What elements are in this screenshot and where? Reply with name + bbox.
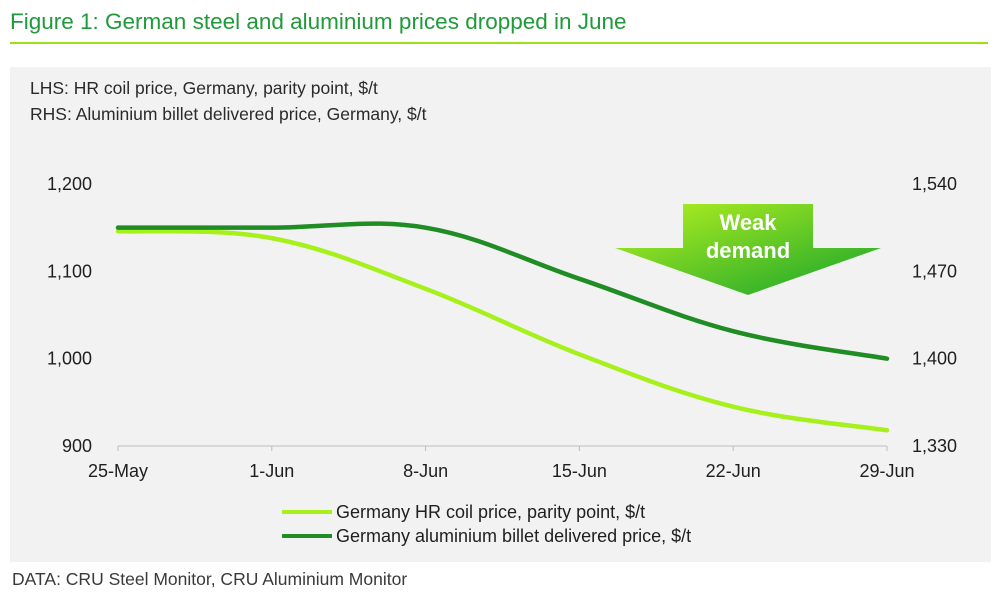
rhs-note: RHS: Aluminium billet delivered price, G…	[30, 104, 427, 124]
annotation-label-line1: Weak	[719, 210, 777, 235]
y-right-tick-label: 1,400	[912, 349, 957, 369]
x-tick-label: 22-Jun	[706, 461, 761, 481]
legend-item-hr-coil: Germany HR coil price, parity point, $/t	[282, 500, 691, 524]
x-tick-label: 25-May	[88, 461, 148, 481]
legend-label-aluminium: Germany aluminium billet delivered price…	[336, 525, 692, 546]
lhs-note: LHS: HR coil price, Germany, parity poin…	[30, 78, 378, 98]
x-tick-label: 8-Jun	[403, 461, 448, 481]
series-group	[115, 221, 890, 433]
legend-item-aluminium: Germany aluminium billet delivered price…	[282, 524, 691, 548]
y-right-tick-label: 1,540	[912, 174, 957, 194]
y-left-tick-label: 1,000	[47, 349, 92, 369]
y-left-tick-label: 1,100	[47, 261, 92, 281]
title-underline	[10, 42, 988, 44]
x-tick-label: 29-Jun	[859, 461, 914, 481]
axes-group: 25-May 1-Jun 8-Jun 15-Jun 22-Jun 29-Jun 900 1,0…	[47, 174, 957, 481]
weak-demand-annotation: Weak demand	[615, 204, 881, 295]
legend-swatch-hr-coil	[282, 510, 332, 514]
series-line-aluminium	[115, 221, 890, 361]
data-source: DATA: CRU Steel Monitor, CRU Aluminium M…	[12, 569, 408, 589]
x-tick-label: 1-Jun	[249, 461, 294, 481]
y-left-tick-label: 900	[62, 436, 92, 456]
figure-title: Figure 1: German steel and aluminium pri…	[10, 9, 627, 34]
y-right-tick-label: 1,470	[912, 261, 957, 281]
chart-legend: Germany HR coil price, parity point, $/t…	[282, 500, 691, 548]
chart-panel	[10, 67, 991, 562]
y-left-tick-label: 1,200	[47, 174, 92, 194]
x-tick-label: 15-Jun	[552, 461, 607, 481]
legend-swatch-aluminium	[282, 534, 332, 538]
series-line-hr-coil	[115, 228, 890, 433]
annotation-label-line2: demand	[706, 238, 790, 263]
y-right-tick-label: 1,330	[912, 436, 957, 456]
legend-label-hr-coil: Germany HR coil price, parity point, $/t	[336, 501, 646, 522]
down-arrow-shape	[615, 204, 881, 295]
